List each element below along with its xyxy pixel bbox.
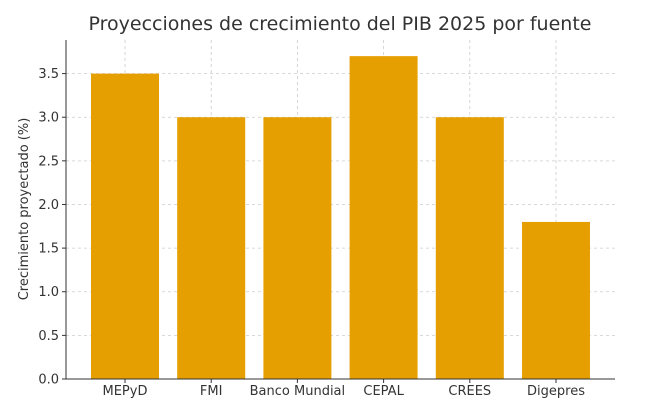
bar-fmi	[177, 117, 246, 379]
chart-title: Proyecciones de crecimiento del PIB 2025…	[89, 13, 592, 35]
bar-mepyd	[91, 73, 159, 379]
y-tick-label: 3.0	[38, 111, 59, 126]
y-axis-label: Crecimiento proyectado (%)	[17, 118, 32, 301]
bar-banco-mundial	[263, 117, 332, 379]
x-tick-label: CREES	[448, 384, 491, 399]
y-tick-label: 0.0	[38, 373, 59, 388]
bar-digepres	[522, 221, 590, 379]
bar-cepal	[349, 56, 418, 380]
y-tick-label: 2.5	[38, 154, 59, 169]
x-tick-label: Banco Mundial	[250, 384, 346, 399]
x-tick-label: Digepres	[527, 384, 585, 399]
bars	[91, 56, 590, 380]
y-ticks: 0.0 0.5 1.0 1.5 2.0 2.5 3.0 3.5	[38, 67, 66, 388]
x-tick-label: FMI	[200, 384, 223, 399]
y-tick-label: 1.5	[38, 242, 59, 257]
y-tick-label: 0.5	[38, 329, 59, 344]
x-tick-label: MEPyD	[103, 384, 148, 399]
y-tick-label: 1.0	[38, 285, 59, 300]
axes	[65, 40, 615, 380]
bar-crees	[435, 117, 504, 379]
y-tick-label: 2.0	[38, 198, 59, 213]
y-tick-label: 3.5	[38, 67, 59, 82]
x-tick-label: CEPAL	[363, 384, 404, 399]
x-ticks: MEPyD FMI Banco Mundial CEPAL CREES Digepres	[103, 379, 585, 399]
